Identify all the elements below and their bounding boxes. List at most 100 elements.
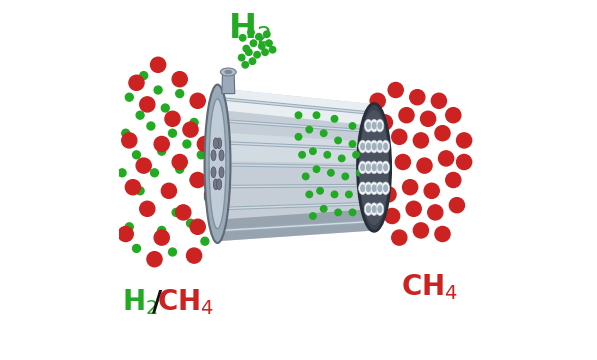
Circle shape: [310, 148, 316, 154]
Circle shape: [172, 72, 187, 87]
Ellipse shape: [383, 143, 388, 150]
Circle shape: [183, 122, 198, 137]
Ellipse shape: [364, 120, 373, 132]
Ellipse shape: [364, 203, 373, 215]
Circle shape: [356, 170, 363, 176]
Circle shape: [384, 208, 399, 224]
Circle shape: [118, 226, 133, 242]
Circle shape: [310, 213, 316, 219]
Ellipse shape: [376, 120, 384, 132]
Ellipse shape: [359, 182, 367, 194]
Circle shape: [183, 140, 191, 148]
Circle shape: [168, 129, 177, 137]
Circle shape: [254, 51, 260, 58]
Circle shape: [367, 154, 381, 170]
Ellipse shape: [364, 140, 373, 153]
Circle shape: [266, 40, 272, 46]
Circle shape: [242, 62, 248, 68]
Ellipse shape: [370, 140, 378, 153]
Circle shape: [168, 248, 177, 256]
Circle shape: [205, 194, 213, 202]
Text: CH$_4$: CH$_4$: [157, 287, 214, 317]
Polygon shape: [217, 88, 376, 241]
Circle shape: [446, 108, 461, 123]
Ellipse shape: [381, 161, 390, 174]
Ellipse shape: [366, 184, 371, 192]
Ellipse shape: [366, 143, 371, 150]
Ellipse shape: [359, 161, 367, 174]
Circle shape: [303, 173, 309, 180]
Circle shape: [370, 93, 385, 108]
Circle shape: [243, 45, 250, 52]
Ellipse shape: [364, 182, 373, 194]
Circle shape: [413, 133, 429, 148]
Circle shape: [264, 31, 270, 37]
Ellipse shape: [377, 122, 383, 130]
Ellipse shape: [224, 70, 232, 74]
Ellipse shape: [377, 205, 383, 213]
Circle shape: [165, 111, 180, 126]
Circle shape: [435, 126, 450, 141]
Ellipse shape: [371, 184, 377, 192]
Circle shape: [432, 93, 447, 108]
Ellipse shape: [217, 138, 221, 149]
Circle shape: [161, 183, 177, 198]
Circle shape: [140, 97, 155, 112]
Text: CH$_4$: CH$_4$: [401, 273, 458, 302]
Circle shape: [392, 230, 407, 245]
Ellipse shape: [376, 161, 384, 174]
Circle shape: [122, 133, 137, 148]
Ellipse shape: [219, 150, 224, 161]
Ellipse shape: [359, 140, 367, 153]
Circle shape: [331, 191, 338, 198]
Circle shape: [147, 122, 155, 130]
Ellipse shape: [213, 179, 219, 190]
Circle shape: [150, 169, 158, 177]
Circle shape: [402, 180, 418, 195]
Circle shape: [377, 115, 392, 130]
Circle shape: [140, 72, 147, 80]
Circle shape: [417, 158, 432, 173]
Circle shape: [158, 226, 165, 234]
Ellipse shape: [220, 68, 236, 76]
Circle shape: [147, 252, 162, 267]
Circle shape: [248, 29, 254, 36]
Circle shape: [154, 136, 170, 152]
Circle shape: [239, 35, 246, 41]
Ellipse shape: [366, 122, 371, 130]
Ellipse shape: [211, 167, 216, 178]
Circle shape: [381, 187, 396, 202]
Circle shape: [165, 187, 173, 195]
Circle shape: [245, 49, 252, 55]
Circle shape: [392, 129, 407, 144]
Circle shape: [186, 248, 202, 263]
Circle shape: [250, 40, 257, 46]
Ellipse shape: [376, 140, 384, 153]
Circle shape: [324, 152, 331, 158]
Circle shape: [299, 152, 305, 158]
Circle shape: [457, 154, 472, 170]
Circle shape: [317, 188, 324, 194]
Circle shape: [388, 82, 403, 98]
Circle shape: [439, 151, 454, 166]
Circle shape: [133, 151, 140, 159]
Circle shape: [427, 205, 443, 220]
Circle shape: [125, 223, 133, 231]
Ellipse shape: [377, 143, 383, 150]
Circle shape: [374, 165, 389, 180]
Circle shape: [118, 169, 126, 177]
Circle shape: [122, 129, 130, 137]
Circle shape: [306, 191, 313, 198]
Ellipse shape: [366, 163, 371, 171]
Ellipse shape: [360, 143, 365, 150]
Ellipse shape: [371, 163, 377, 171]
Circle shape: [176, 205, 191, 220]
Circle shape: [446, 172, 461, 188]
Circle shape: [190, 172, 205, 188]
Circle shape: [140, 201, 155, 216]
Ellipse shape: [383, 184, 388, 192]
Circle shape: [261, 49, 268, 55]
Circle shape: [342, 173, 349, 180]
Ellipse shape: [366, 205, 371, 213]
Circle shape: [198, 151, 205, 159]
